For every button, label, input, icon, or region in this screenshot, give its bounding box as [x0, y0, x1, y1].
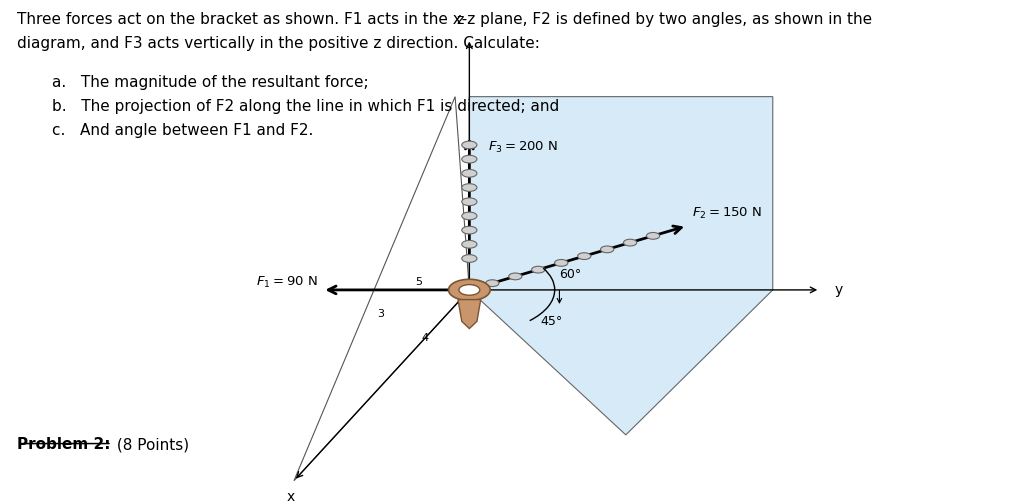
- Circle shape: [462, 240, 477, 248]
- Text: 5: 5: [416, 278, 423, 288]
- Circle shape: [462, 184, 477, 192]
- Text: 60°: 60°: [559, 268, 582, 281]
- Circle shape: [531, 266, 545, 273]
- Circle shape: [462, 226, 477, 234]
- Text: a.   The magnitude of the resultant force;: a. The magnitude of the resultant force;: [52, 75, 369, 90]
- Circle shape: [462, 212, 477, 220]
- Polygon shape: [458, 300, 480, 328]
- Circle shape: [624, 239, 637, 246]
- Circle shape: [462, 198, 477, 206]
- Polygon shape: [469, 97, 773, 290]
- Circle shape: [646, 232, 659, 239]
- Text: 3: 3: [377, 309, 384, 319]
- Text: c.   And angle between F1 and F2.: c. And angle between F1 and F2.: [52, 123, 313, 138]
- Circle shape: [459, 285, 480, 295]
- Circle shape: [449, 279, 490, 301]
- Circle shape: [462, 141, 477, 149]
- Polygon shape: [469, 290, 773, 435]
- Text: b.   The projection of F2 along the line in which F1 is directed; and: b. The projection of F2 along the line i…: [52, 99, 559, 114]
- Circle shape: [509, 273, 522, 280]
- Text: Three forces act on the bracket as shown. F1 acts in the x-z plane, F2 is define: Three forces act on the bracket as shown…: [17, 12, 872, 27]
- Text: diagram, and F3 acts vertically in the positive z direction. Calculate:: diagram, and F3 acts vertically in the p…: [17, 36, 540, 51]
- Circle shape: [462, 155, 477, 163]
- Text: x: x: [287, 490, 295, 503]
- Text: $F_3 = 200$ N: $F_3 = 200$ N: [488, 140, 558, 155]
- Text: (8 Points): (8 Points): [112, 437, 189, 452]
- Text: y: y: [835, 283, 843, 297]
- Circle shape: [555, 260, 568, 266]
- Circle shape: [485, 280, 499, 287]
- Text: $F_1 = 90$ N: $F_1 = 90$ N: [256, 275, 317, 290]
- Circle shape: [462, 255, 477, 263]
- Circle shape: [462, 170, 477, 177]
- Circle shape: [578, 253, 591, 260]
- Text: z: z: [456, 13, 464, 27]
- Circle shape: [600, 246, 613, 253]
- Text: $F_2 = 150$ N: $F_2 = 150$ N: [691, 206, 762, 221]
- Text: 4: 4: [421, 333, 428, 344]
- Text: 45°: 45°: [541, 315, 563, 328]
- Text: Problem 2:: Problem 2:: [17, 437, 111, 452]
